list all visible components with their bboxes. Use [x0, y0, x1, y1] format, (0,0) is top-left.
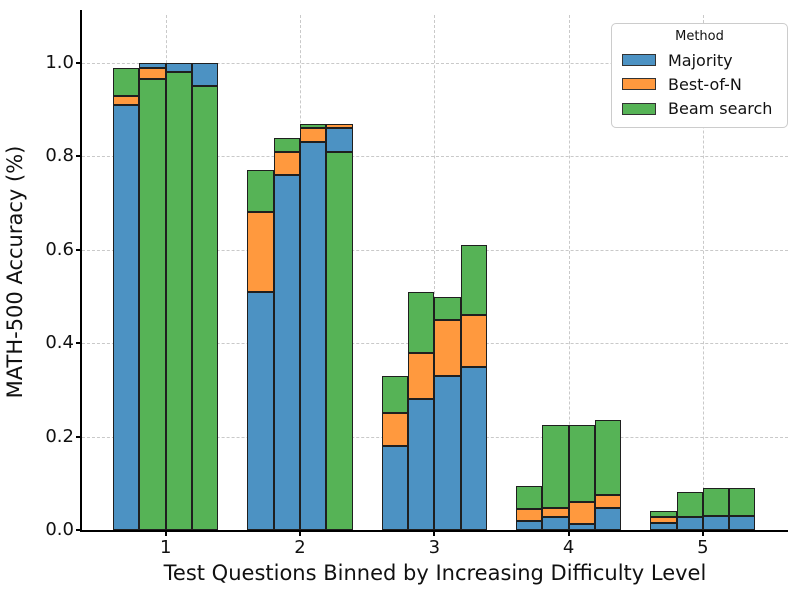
bar-bin3-1-majority	[381, 445, 408, 530]
y-tick-label: 0.6	[45, 238, 74, 260]
x-tick-mark	[299, 530, 301, 536]
y-axis-spine	[80, 10, 82, 532]
x-axis-label: Test Questions Binned by Increasing Diff…	[163, 561, 707, 585]
x-tick-mark	[433, 530, 436, 536]
bar-bin4-4-beam_search	[594, 420, 622, 495]
y-axis-label: MATH-500 Accuracy (%)	[3, 145, 27, 399]
x-axis-spine	[80, 530, 788, 532]
bar-bin5-3-beam_search	[702, 487, 730, 517]
bar-bin5-2-beam_search	[676, 492, 703, 517]
gridline-vertical	[434, 15, 436, 530]
bar-bin4-2-majority	[542, 517, 569, 530]
y-tick-label: 0.0	[45, 519, 74, 540]
bar-bin1-3-majority	[165, 63, 192, 73]
bar-bin5-1-best_of_n	[650, 516, 677, 523]
bar-bin3-4-best_of_n	[460, 315, 487, 367]
majority-swatch-icon	[622, 54, 656, 67]
bar-bin3-2-beam_search	[408, 291, 435, 353]
y-tick-mark	[76, 248, 82, 251]
legend-entry-label: Majority	[668, 50, 733, 70]
bar-bin5-4-beam_search	[729, 487, 756, 517]
legend-entry-label: Best-of-N	[668, 74, 742, 94]
best_of_n-swatch-icon	[622, 78, 656, 91]
bar-bin4-1-beam_search	[516, 485, 543, 509]
y-tick-mark	[76, 62, 82, 64]
bar-bin3-2-majority	[408, 399, 435, 530]
bar-bin4-3-majority	[568, 524, 595, 530]
y-tick-label: 0.4	[45, 332, 74, 354]
bar-bin4-4-majority	[594, 507, 622, 530]
y-tick-mark	[76, 435, 82, 438]
x-tick-label: 3	[428, 537, 441, 558]
x-tick-mark	[567, 530, 570, 536]
bar-bin2-2-best_of_n	[273, 151, 300, 176]
bar-bin3-3-best_of_n	[434, 319, 461, 376]
bar-bin5-1-beam_search	[650, 511, 677, 517]
gridline-vertical	[568, 15, 570, 530]
bar-bin2-3-beam_search	[300, 123, 327, 129]
bar-bin1-1-best_of_n	[113, 95, 140, 106]
bar-bin2-2-beam_search	[273, 137, 300, 152]
bar-bin1-3-beam_search	[165, 72, 192, 530]
bar-bin5-4-majority	[729, 516, 756, 530]
bar-bin5-2-majority	[676, 516, 703, 530]
bar-bin2-4-best_of_n	[326, 123, 353, 129]
bar-bin4-3-best_of_n	[568, 501, 595, 525]
bar-bin1-1-majority	[113, 105, 140, 530]
bar-bin3-3-majority	[434, 375, 461, 530]
bar-bin3-3-beam_search	[434, 296, 461, 320]
bar-bin5-3-majority	[702, 516, 730, 530]
x-tick-mark	[701, 530, 704, 536]
bar-bin2-1-beam_search	[247, 170, 274, 213]
y-tick-label: 0.8	[45, 145, 74, 167]
bar-bin4-2-beam_search	[542, 424, 569, 509]
bar-bin4-2-best_of_n	[542, 508, 569, 518]
bar-bin1-4-beam_search	[192, 86, 219, 530]
bar-bin1-1-beam_search	[113, 67, 140, 96]
y-tick-label: 1.0	[45, 52, 74, 73]
bar-bin2-1-best_of_n	[247, 212, 274, 292]
bar-bin1-2-majority	[139, 63, 166, 68]
x-tick-mark	[164, 530, 167, 536]
bar-bin3-1-beam_search	[381, 375, 408, 414]
bar-bin5-1-majority	[650, 522, 677, 530]
y-tick-mark	[76, 342, 82, 345]
x-tick-label: 2	[294, 537, 306, 558]
bar-bin3-4-majority	[460, 366, 487, 530]
legend-entry-best_of_n: Best-of-N	[622, 72, 777, 96]
beam_search-swatch-icon	[622, 102, 656, 115]
gridline-vertical	[702, 15, 704, 530]
bar-bin1-2-beam_search	[139, 79, 166, 530]
legend-entry-label: Beam search	[668, 99, 773, 119]
legend: Method Majority Best-of-N Beam search	[611, 23, 788, 128]
x-tick-label: 4	[562, 537, 575, 558]
legend-entry-majority: Majority	[622, 48, 777, 72]
bar-bin2-4-beam_search	[326, 151, 353, 530]
legend-entry-beam_search: Beam search	[622, 97, 777, 121]
y-tick-label: 0.2	[45, 425, 74, 447]
bar-bin3-1-best_of_n	[381, 413, 408, 446]
bar-bin4-1-best_of_n	[516, 508, 543, 521]
bar-bin4-4-best_of_n	[594, 494, 622, 508]
bar-bin1-2-best_of_n	[139, 67, 166, 80]
x-tick-label: 5	[697, 537, 709, 558]
x-tick-label: 1	[159, 537, 172, 558]
y-tick-mark	[76, 155, 82, 158]
bar-bin2-4-majority	[326, 128, 353, 152]
bar-bin2-2-majority	[273, 175, 300, 530]
bar-bin1-4-majority	[192, 63, 219, 87]
legend-title: Method	[675, 29, 724, 44]
y-tick-mark	[76, 529, 82, 531]
bar-bin2-3-majority	[300, 142, 327, 530]
bar-bin2-1-majority	[247, 291, 274, 530]
bar-bin2-3-best_of_n	[300, 128, 327, 143]
bar-bin3-4-beam_search	[460, 245, 487, 316]
bar-bin4-1-majority	[516, 520, 543, 530]
bar-bin4-3-beam_search	[568, 424, 595, 502]
bar-bin3-2-best_of_n	[408, 352, 435, 400]
